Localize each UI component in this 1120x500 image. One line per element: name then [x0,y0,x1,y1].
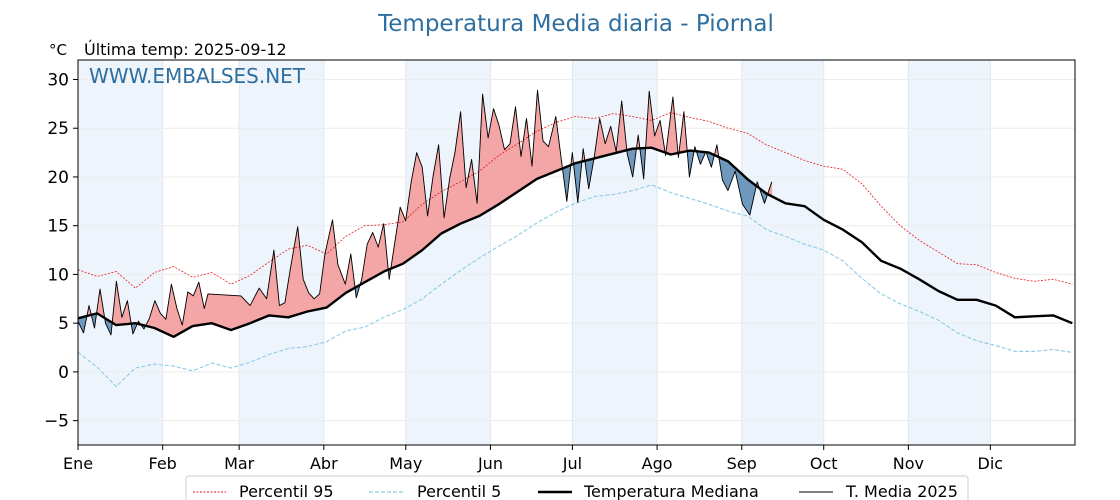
y-tick-label: −5 [44,412,69,432]
month-shade-sep [741,60,824,445]
x-tick-label-nov: Nov [893,454,924,473]
y-tick-label: 20 [47,168,69,188]
month-shade-nov [908,60,991,445]
x-tick-label-jul: Jul [562,454,582,473]
x-tick-label-abr: Abr [310,454,338,473]
x-tick-label-mar: Mar [224,454,255,473]
x-tick-label-jun: Jun [477,454,503,473]
y-tick-label: 30 [47,70,69,90]
y-tick-label: 25 [47,119,69,139]
month-shade-jul [572,60,658,445]
x-tick-label-sep: Sep [727,454,757,473]
plot-frame [77,59,1076,446]
y-unit-label: °C [49,41,67,59]
series-line-media2025 [77,89,773,336]
series-line-median [77,146,1073,338]
legend-label-median: Temperatura Mediana [583,482,759,500]
x-tick-label-feb: Feb [149,454,177,473]
x-tick-label-ago: Ago [642,454,673,473]
legend: Percentil 95 Percentil 5 Temperatura Med… [185,475,969,500]
y-tick-label: 15 [47,217,69,237]
x-axis-ticks: Ene Feb Mar Abr May Jun Jul Ago Sep Oct Nov Dic [63,445,1003,473]
y-tick-label: 10 [47,265,69,285]
x-tick-label-ene: Ene [63,454,93,473]
month-shade-ene [78,60,163,445]
chart-title: Temperatura Media diaria - Piornal [377,11,774,37]
last-temp-label: Última temp: 2025-09-12 [84,40,287,59]
month-shade-mar [239,60,324,445]
y-tick-label: 0 [58,363,69,383]
series-line-p95 [77,112,1073,289]
y-tick-label: 5 [58,314,69,334]
series-line-p5 [77,184,1073,388]
watermark: WWW.EMBALSES.NET [89,64,306,88]
x-tick-label-oct: Oct [810,454,838,473]
legend-box [185,475,969,500]
legend-label-p95: Percentil 95 [239,482,334,500]
legend-label-p5: Percentil 5 [417,482,501,500]
legend-label-media2025: T. Media 2025 [845,482,958,500]
x-tick-label-dic: Dic [978,454,1004,473]
series-lines [77,89,1073,388]
y-axis-ticks: −5 0 5 10 15 20 25 30 [44,70,78,432]
month-shading [78,60,991,445]
x-tick-label-may: May [389,454,422,473]
